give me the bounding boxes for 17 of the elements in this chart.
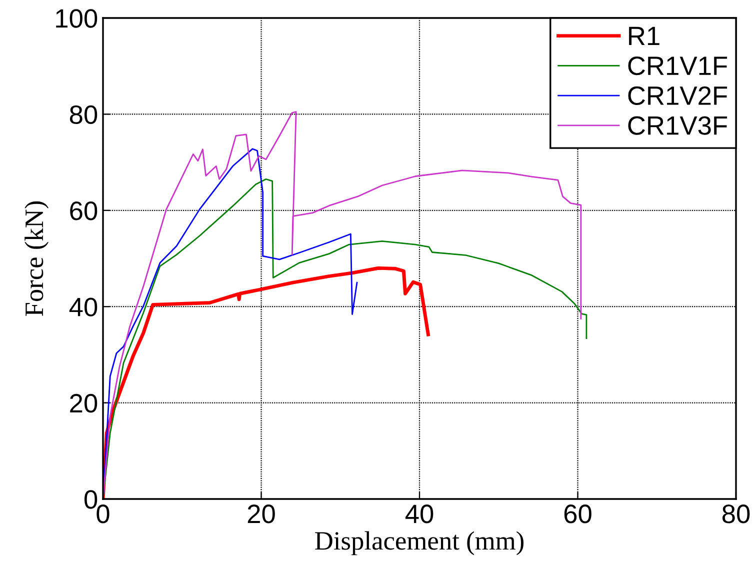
y-tick-label: 100: [56, 9, 98, 28]
x-tick-label: 40: [405, 504, 434, 524]
x-tick-label: 60: [564, 504, 592, 524]
legend-label: CR1V3F: [628, 116, 728, 135]
y-tick-label: 0: [84, 490, 98, 509]
y-tick-label: 40: [69, 298, 98, 316]
y-tick-label: 20: [70, 394, 98, 413]
x-tick-label: 80: [722, 504, 750, 524]
x-axis-title: Displacement (mm): [315, 531, 524, 556]
legend-label: CR1V1F: [628, 56, 728, 76]
y-axis-title: Force (kN): [24, 201, 49, 316]
x-tick-label: 20: [248, 504, 275, 524]
legend-label: CR1V2F: [628, 86, 728, 106]
y-tick-label: 80: [70, 105, 98, 124]
legend-label: R1: [629, 26, 660, 46]
y-tick-label: 60: [70, 202, 98, 220]
x-tick-label: 0: [96, 504, 110, 524]
